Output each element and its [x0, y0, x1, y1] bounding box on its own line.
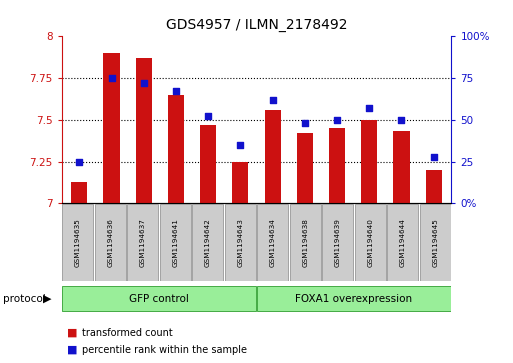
Text: GSM1194644: GSM1194644	[400, 218, 406, 267]
Text: GSM1194634: GSM1194634	[270, 218, 276, 267]
Bar	[257, 286, 451, 311]
Text: ■: ■	[67, 344, 77, 355]
Bar	[361, 120, 378, 203]
Bar	[71, 182, 87, 203]
Point	[75, 159, 84, 164]
Bar	[104, 53, 120, 203]
Text: GSM1194642: GSM1194642	[205, 218, 211, 267]
Point	[333, 117, 341, 123]
Point	[301, 120, 309, 126]
Text: GSM1194636: GSM1194636	[107, 218, 113, 267]
Text: protocol: protocol	[3, 294, 45, 303]
Bar	[387, 204, 418, 281]
Text: FOXA1 overexpression: FOXA1 overexpression	[295, 294, 412, 303]
Bar	[225, 204, 256, 281]
Text: GFP control: GFP control	[129, 294, 189, 303]
Bar	[168, 95, 184, 203]
Bar	[127, 204, 159, 281]
Bar	[420, 204, 451, 281]
Text: GSM1194643: GSM1194643	[237, 218, 243, 267]
Bar	[160, 204, 191, 281]
Bar	[62, 204, 93, 281]
Bar	[62, 286, 256, 311]
Bar	[297, 133, 313, 203]
Text: GSM1194638: GSM1194638	[302, 218, 308, 267]
Point	[236, 142, 245, 148]
Bar	[322, 204, 353, 281]
Point	[268, 97, 277, 103]
Text: GSM1194640: GSM1194640	[367, 218, 373, 267]
Point	[398, 117, 406, 123]
Bar	[265, 110, 281, 203]
Bar	[393, 131, 409, 203]
Text: GSM1194645: GSM1194645	[432, 218, 438, 267]
Point	[204, 114, 212, 119]
Bar	[290, 204, 321, 281]
Bar	[95, 204, 126, 281]
Bar	[426, 170, 442, 203]
Text: GSM1194637: GSM1194637	[140, 218, 146, 267]
Text: GSM1194639: GSM1194639	[334, 218, 341, 267]
Point	[429, 154, 438, 159]
Title: GDS4957 / ILMN_2178492: GDS4957 / ILMN_2178492	[166, 19, 347, 33]
Text: transformed count: transformed count	[82, 328, 173, 338]
Bar	[135, 58, 152, 203]
Point	[107, 75, 115, 81]
Text: GSM1194641: GSM1194641	[172, 218, 179, 267]
Bar	[329, 128, 345, 203]
Bar	[257, 204, 288, 281]
Text: ■: ■	[67, 328, 77, 338]
Point	[365, 105, 373, 111]
Bar	[200, 125, 216, 203]
Bar	[232, 162, 248, 203]
Bar	[354, 204, 386, 281]
Text: GSM1194635: GSM1194635	[75, 218, 81, 267]
Point	[172, 89, 180, 94]
Point	[140, 80, 148, 86]
Text: percentile rank within the sample: percentile rank within the sample	[82, 344, 247, 355]
Bar	[192, 204, 223, 281]
Text: ▶: ▶	[43, 294, 51, 303]
